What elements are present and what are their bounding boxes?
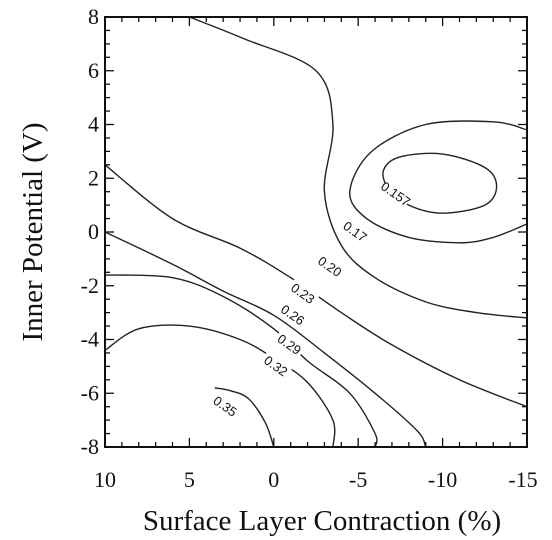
y-tick-label: 4 [88,112,99,137]
contour-line-0.26 [105,231,427,447]
tick-marks-layer [104,16,528,448]
y-tick-label: 8 [88,4,99,29]
contour-line-0.32 [105,324,336,447]
y-tick-label: -4 [81,327,99,352]
y-tick-label: -8 [81,434,99,459]
x-tick-label: 0 [268,467,279,492]
contour-label-bg-0.32 [259,351,293,380]
y-tick-label: 6 [88,58,99,83]
plot-frame [104,16,528,448]
contour-label-bg-0.20 [313,251,347,281]
x-tick-label: 10 [94,467,116,492]
contour-label-bg-0.157 [379,179,413,208]
contour-line-0.20 [189,17,527,319]
contour-line-0.35 [214,387,275,447]
contour-line-0.17 [349,120,527,244]
contour-label-bg-0.26 [276,300,310,329]
x-tick-label: -5 [349,467,367,492]
y-tick-label: -6 [81,380,99,405]
y-axis-title: Inner Potential (V) [17,122,49,341]
y-tick-label: -2 [81,273,99,298]
contour-line-0.23 [105,164,527,408]
contour-lines-layer [105,17,527,447]
x-tick-label: -15 [508,467,537,492]
x-axis-title: Surface Layer Contraction (%) [143,505,501,537]
contour-label-bg-0.29 [273,329,306,359]
y-tick-label: 2 [88,165,99,190]
contour-line-0.29 [105,274,378,447]
tick-labels-layer: 10 5 0 -5 -10 -15 8 6 4 2 0 -2 -4 -6 -8 [81,4,538,492]
contour-label-bg-0.23 [286,278,320,308]
contour-label-bg-0.35 [209,391,242,421]
x-tick-label: 5 [184,467,195,492]
contour-label-bg-0.17 [339,216,372,246]
x-tick-label: -10 [428,467,457,492]
y-tick-label: 0 [88,219,99,244]
